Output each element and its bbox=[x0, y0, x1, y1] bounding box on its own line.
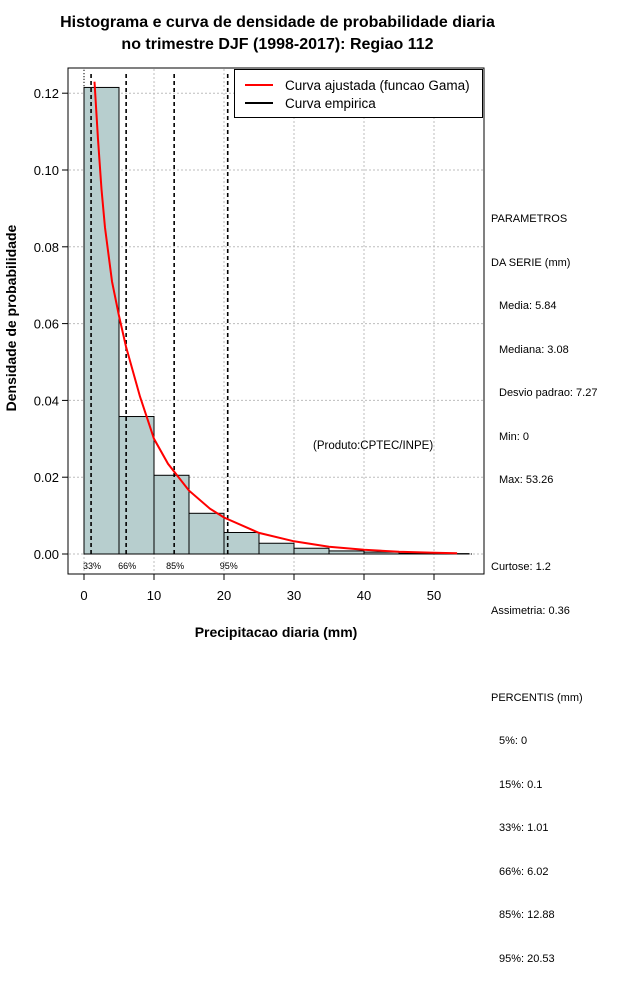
percentil-95: 95%: 20.53 bbox=[491, 952, 597, 967]
histogram-bar bbox=[189, 513, 224, 554]
y-tick-label: 0.08 bbox=[34, 240, 59, 255]
legend-item-empirical: Curva empirica bbox=[245, 94, 376, 112]
param-media: Media: 5.84 bbox=[491, 299, 597, 314]
percentile-label: 95% bbox=[220, 561, 238, 571]
percentil-66: 66%: 6.02 bbox=[491, 865, 597, 880]
param-mediana: Mediana: 3.08 bbox=[491, 343, 597, 358]
percentile-label: 33% bbox=[83, 561, 101, 571]
x-tick-label: 0 bbox=[80, 588, 87, 603]
params-header-1: PARAMETROS bbox=[491, 212, 597, 227]
param-min: Min: 0 bbox=[491, 430, 597, 445]
param-assimetria: Assimetria: 0.36 bbox=[491, 604, 597, 619]
legend-empirical-label: Curva empirica bbox=[285, 96, 376, 111]
histogram-bar bbox=[154, 475, 189, 554]
x-tick-label: 40 bbox=[357, 588, 371, 603]
x-tick-label: 20 bbox=[217, 588, 231, 603]
x-tick-label: 50 bbox=[427, 588, 441, 603]
percentil-33: 33%: 1.01 bbox=[491, 821, 597, 836]
percentile-label: 66% bbox=[118, 561, 136, 571]
y-tick-label: 0.12 bbox=[34, 86, 59, 101]
legend-item-fitted: Curva ajustada (funcao Gama) bbox=[245, 76, 470, 94]
param-curtose: Curtose: 1.2 bbox=[491, 560, 597, 575]
param-max: Max: 53.26 bbox=[491, 473, 597, 488]
series-parameters-panel: PARAMETROS DA SERIE (mm) Media: 5.84 Med… bbox=[491, 183, 597, 981]
histogram-bar bbox=[119, 417, 154, 554]
histogram-bar bbox=[329, 551, 364, 554]
y-tick-label: 0.00 bbox=[34, 547, 59, 562]
legend: Curva ajustada (funcao Gama) Curva empir… bbox=[234, 69, 483, 118]
percentil-5: 5%: 0 bbox=[491, 734, 597, 749]
histogram-bar bbox=[224, 532, 259, 554]
percentis-header: PERCENTIS (mm) bbox=[491, 691, 597, 706]
x-tick-label: 30 bbox=[287, 588, 301, 603]
x-axis-label: Precipitacao diaria (mm) bbox=[68, 624, 484, 640]
y-tick-label: 0.02 bbox=[34, 470, 59, 485]
histogram-bar bbox=[294, 548, 329, 554]
y-tick-label: 0.04 bbox=[34, 393, 59, 408]
y-axis-label: Densidade de probabilidade bbox=[3, 223, 19, 413]
product-credit: (Produto:CPTEC/INPE) bbox=[313, 440, 433, 452]
legend-empirical-line-swatch bbox=[245, 102, 273, 104]
y-tick-label: 0.06 bbox=[34, 317, 59, 332]
params-header-2: DA SERIE (mm) bbox=[491, 256, 597, 271]
legend-fitted-label: Curva ajustada (funcao Gama) bbox=[285, 78, 470, 93]
percentile-label: 85% bbox=[166, 561, 184, 571]
histogram-bar bbox=[259, 543, 294, 554]
percentil-15: 15%: 0.1 bbox=[491, 778, 597, 793]
x-tick-label: 10 bbox=[147, 588, 161, 603]
percentil-85: 85%: 12.88 bbox=[491, 908, 597, 923]
y-tick-label: 0.10 bbox=[34, 163, 59, 178]
legend-fitted-line-swatch bbox=[245, 84, 273, 86]
histogram-bar bbox=[84, 87, 119, 554]
param-desvio: Desvio padrao: 7.27 bbox=[491, 386, 597, 401]
